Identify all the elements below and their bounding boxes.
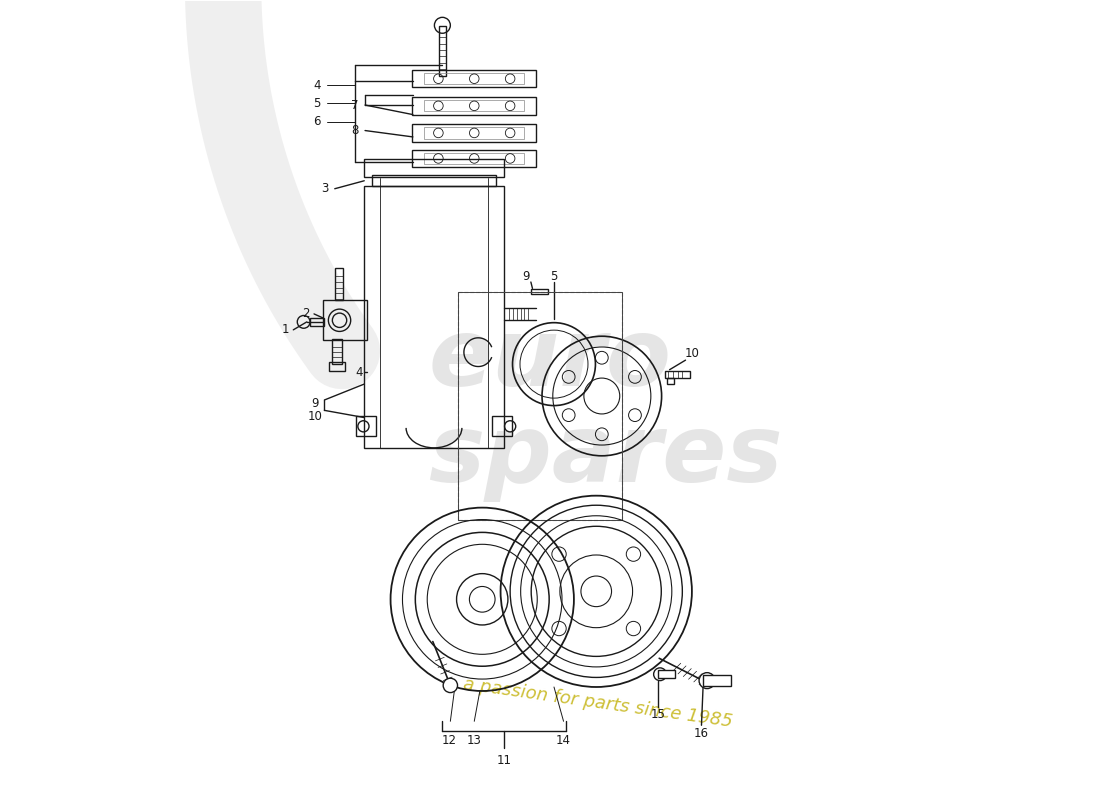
Bar	[664, 370, 691, 378]
Text: 16: 16	[694, 726, 710, 740]
Bar	[703, 675, 732, 686]
Text: 3: 3	[321, 182, 329, 195]
Text: 11: 11	[497, 754, 512, 767]
Circle shape	[443, 678, 458, 693]
Bar	[439, 26, 446, 75]
Text: 15: 15	[650, 709, 666, 722]
Bar	[364, 186, 504, 448]
Text: 1: 1	[282, 323, 289, 336]
Bar	[310, 318, 324, 326]
Bar	[356, 416, 376, 436]
Bar	[332, 338, 342, 364]
Text: 8: 8	[351, 124, 359, 137]
Text: spares: spares	[429, 410, 783, 502]
Bar	[425, 127, 524, 138]
Bar	[334, 269, 343, 300]
Bar	[372, 175, 496, 186]
Bar	[531, 289, 549, 294]
Text: a passion for parts since 1985: a passion for parts since 1985	[462, 675, 734, 730]
Text: 4: 4	[355, 366, 362, 378]
Text: 12: 12	[441, 734, 456, 747]
Circle shape	[700, 673, 715, 689]
Text: 9: 9	[522, 270, 530, 283]
Text: 6: 6	[314, 115, 321, 128]
Text: 10: 10	[684, 347, 700, 360]
Bar	[658, 670, 675, 678]
Text: 9: 9	[311, 398, 319, 410]
Bar	[412, 124, 536, 142]
Bar	[322, 300, 366, 340]
Bar	[329, 362, 345, 371]
Bar	[425, 73, 524, 84]
Text: euro: euro	[429, 314, 671, 406]
Bar	[412, 97, 536, 114]
Bar	[412, 150, 536, 167]
Bar	[492, 416, 512, 436]
Bar	[425, 100, 524, 111]
Text: 14: 14	[557, 734, 571, 747]
Circle shape	[653, 668, 667, 681]
Bar	[412, 70, 536, 87]
Text: 7: 7	[351, 98, 359, 111]
Bar	[425, 153, 524, 164]
Text: 4: 4	[314, 78, 321, 91]
Text: 5: 5	[550, 270, 558, 283]
Text: 13: 13	[466, 734, 482, 747]
Text: 2: 2	[302, 307, 310, 321]
Bar	[364, 159, 504, 177]
Text: 5: 5	[314, 97, 321, 110]
Bar	[668, 378, 673, 384]
Bar	[459, 292, 622, 519]
Text: 10: 10	[307, 410, 322, 423]
